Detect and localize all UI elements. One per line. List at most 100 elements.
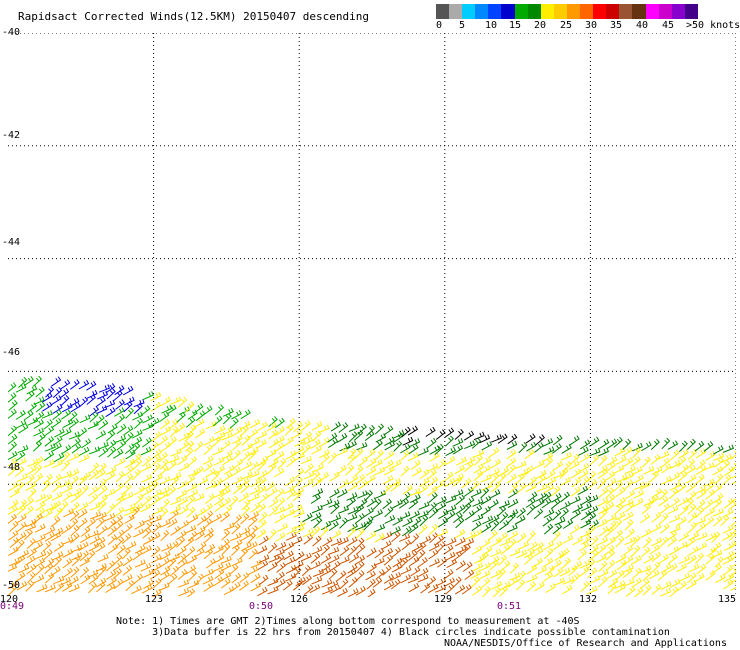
wind-barb [34, 523, 46, 533]
wind-barb [105, 471, 116, 482]
wind-barb [705, 553, 715, 565]
wind-barb [78, 453, 90, 463]
wind-barb [131, 442, 141, 454]
wind-barb [70, 566, 80, 578]
wind-barb [141, 545, 152, 555]
wind-barb [159, 486, 171, 496]
wind-barb [284, 424, 294, 436]
wind-barb [571, 560, 583, 571]
wind-barb [211, 470, 221, 482]
wind-barb [535, 434, 545, 446]
wind-barb [68, 397, 80, 408]
wind-barb [140, 405, 151, 416]
wind-barb [321, 498, 333, 508]
wind-barb [98, 447, 109, 458]
wind-barb [160, 529, 170, 542]
wind-barb [63, 567, 74, 578]
wind-barb [490, 548, 502, 558]
wind-barb [239, 548, 249, 560]
wind-barb [480, 495, 492, 505]
lon-label: 123 [145, 594, 164, 605]
wind-barb [642, 570, 652, 582]
wind-barb [69, 418, 80, 429]
wind-barb [732, 563, 736, 567]
wind-barb [533, 508, 544, 520]
wind-barb [202, 455, 214, 465]
wind-barb [588, 544, 599, 555]
wind-barb [580, 495, 592, 506]
wind-barb [471, 545, 483, 556]
wind-barb [445, 446, 457, 457]
wind-barb [337, 447, 348, 456]
wind-barb [51, 376, 62, 387]
wind-barb [52, 551, 64, 561]
wind-barb [69, 518, 79, 530]
wind-barb [578, 463, 590, 473]
wind-barb [427, 502, 437, 514]
wind-barb [365, 570, 376, 581]
wind-barb [695, 552, 705, 564]
wind-barb [328, 452, 338, 464]
wind-barbs [8, 375, 736, 597]
wind-barb [526, 441, 537, 452]
wind-barb [496, 568, 506, 580]
wind-barb [598, 509, 608, 521]
wind-barb [26, 538, 36, 550]
wind-barb [9, 537, 20, 548]
wind-barb [641, 441, 652, 452]
wind-barb [16, 473, 28, 483]
wind-barb [203, 462, 213, 473]
wind-barb [347, 536, 358, 547]
wind-barb [267, 577, 279, 587]
wind-barb [374, 449, 384, 461]
wind-barb [220, 511, 230, 523]
wind-barb [167, 436, 178, 448]
wind-barb [62, 548, 74, 558]
wind-barb [490, 472, 500, 484]
wind-barb [116, 544, 127, 556]
wind-barb [268, 505, 279, 517]
wind-barb [86, 517, 96, 529]
wind-barb [310, 512, 322, 522]
wind-barb [390, 526, 401, 536]
wind-barb [570, 509, 581, 520]
wind-barb [229, 417, 239, 429]
wind-barb [560, 491, 570, 503]
wind-barb [51, 491, 63, 501]
wind-barb [696, 563, 707, 575]
wind-barb [373, 557, 385, 566]
wind-barb [202, 405, 213, 416]
wind-barb [402, 436, 414, 446]
wind-barb [598, 447, 610, 457]
wind-barb [639, 578, 650, 589]
wind-barb [41, 493, 53, 503]
wind-barb [339, 545, 350, 557]
wind-barb [8, 513, 17, 524]
wind-barb [570, 486, 581, 497]
wind-barb [552, 434, 563, 446]
wind-barb [542, 571, 554, 582]
wind-barb [96, 581, 106, 593]
wind-barb [624, 489, 636, 500]
wind-barb [248, 493, 260, 502]
wind-barb [470, 569, 482, 579]
wind-barb [515, 473, 525, 485]
wind-barb [651, 488, 662, 498]
wind-barb [452, 551, 463, 562]
wind-barb [506, 449, 517, 460]
wind-barb [274, 450, 285, 461]
wind-barb [669, 524, 681, 534]
wind-barb [604, 471, 615, 482]
wind-barb [283, 509, 295, 518]
wind-barb [320, 520, 332, 531]
wind-barb [142, 414, 153, 424]
wind-barb [250, 573, 261, 584]
wind-barb [177, 558, 188, 569]
wind-barb [473, 431, 485, 441]
wind-barb [390, 481, 400, 492]
wind-barb [167, 573, 178, 585]
wind-barb [444, 427, 455, 438]
wind-barb [455, 517, 465, 529]
wind-barb [294, 524, 305, 535]
wind-barb [187, 424, 197, 436]
